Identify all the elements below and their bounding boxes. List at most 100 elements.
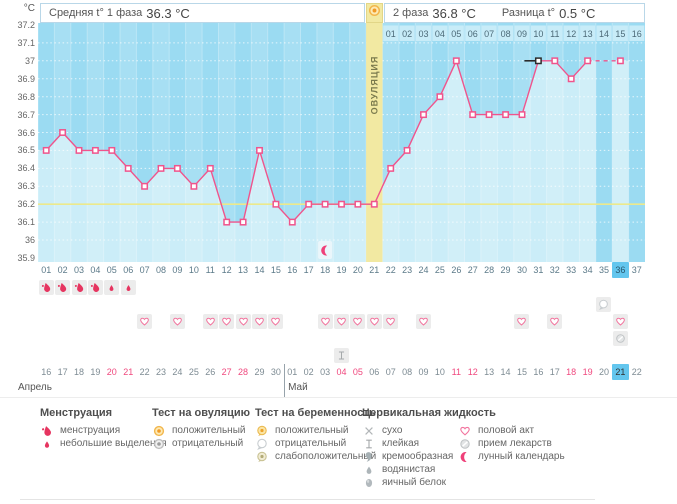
intercourse-row-day-11[interactable] [202,313,218,330]
date-cell-04[interactable]: 04 [336,367,347,377]
temp-point-day-26[interactable] [452,57,460,65]
temp-point-day-22[interactable] [387,164,395,172]
date-cell-06[interactable]: 06 [369,367,380,377]
cycle-day-19[interactable]: 19 [336,265,347,275]
cycle-day-35[interactable]: 35 [598,265,609,275]
cycle-day-06[interactable]: 06 [123,265,134,275]
cycle-day-10[interactable]: 10 [188,265,199,275]
date-cell-16[interactable]: 16 [533,367,544,377]
date-cell-28[interactable]: 28 [238,367,249,377]
menstruation-row-day-2[interactable] [54,279,71,296]
lunar-event-cell[interactable] [318,241,333,259]
menstruation-row-day-4[interactable] [87,279,103,296]
menstruation-row-day-5[interactable] [104,279,120,296]
date-cell-17[interactable]: 17 [549,367,560,377]
date-cell-11[interactable]: 11 [451,367,461,377]
date-cell-30[interactable]: 30 [270,367,281,377]
temp-point-day-18[interactable] [321,200,329,208]
menstruation-row-day-6[interactable] [120,279,136,296]
date-cell-10[interactable]: 10 [434,367,445,377]
date-cell-05[interactable]: 05 [352,367,363,377]
cycle-day-27[interactable]: 27 [467,265,478,275]
temp-point-day-13[interactable] [239,218,247,226]
medication-row-day-36[interactable] [612,330,628,347]
intercourse-row-day-32[interactable] [547,313,563,330]
pregnancy-test-row-day-35[interactable] [596,296,612,313]
date-cell-24[interactable]: 24 [172,367,183,377]
temp-point-day-10[interactable] [190,182,198,190]
cervical-fluid-row-day-19[interactable] [333,347,349,364]
date-cell-20[interactable]: 20 [106,367,117,377]
date-cell-19[interactable]: 19 [582,367,593,377]
cycle-day-13[interactable]: 13 [238,265,249,275]
intercourse-row-day-21[interactable] [366,313,382,330]
temp-point-day-32[interactable] [551,57,559,65]
temp-point-day-11[interactable] [206,164,214,172]
date-cell-21[interactable]: 21 [612,364,629,380]
temp-point-day-23[interactable] [403,146,411,154]
date-cell-21[interactable]: 21 [123,367,134,377]
temp-point-day-19[interactable] [338,200,345,208]
cycle-day-04[interactable]: 04 [90,265,101,275]
cycle-day-30[interactable]: 30 [516,265,527,275]
date-cell-12[interactable]: 12 [467,367,478,377]
temp-point-day-33[interactable] [567,75,575,83]
date-cell-08[interactable]: 08 [402,367,413,377]
temp-point-day-4[interactable] [91,146,99,154]
temp-point-day-27[interactable] [469,111,477,119]
cycle-day-08[interactable]: 08 [156,265,167,275]
temp-point-day-7[interactable] [141,182,149,190]
cycle-day-36[interactable]: 36 [612,262,629,278]
date-cell-27[interactable]: 27 [221,367,232,377]
intercourse-row-day-36[interactable] [612,313,628,330]
cycle-day-25[interactable]: 25 [434,265,445,275]
cycle-day-05[interactable]: 05 [106,265,117,275]
intercourse-row-day-30[interactable] [514,313,530,330]
date-cell-25[interactable]: 25 [188,367,199,377]
intercourse-row-day-14[interactable] [251,313,267,330]
cycle-day-09[interactable]: 09 [172,265,183,275]
cycle-day-12[interactable]: 12 [221,265,232,275]
cycle-day-01[interactable]: 01 [41,265,52,275]
cycle-day-34[interactable]: 34 [582,265,593,275]
cycle-day-16[interactable]: 16 [287,265,298,275]
cycle-day-20[interactable]: 20 [352,265,363,275]
intercourse-row-day-7[interactable] [136,313,153,330]
cycle-day-28[interactable]: 28 [484,265,495,275]
cycle-day-07[interactable]: 07 [139,265,150,275]
date-cell-14[interactable]: 14 [500,367,511,377]
date-cell-23[interactable]: 23 [156,367,167,377]
intercourse-row-day-22[interactable] [383,313,399,330]
temp-point-day-12[interactable] [223,218,231,226]
temp-point-day-24[interactable] [420,111,427,119]
temp-point-day-5[interactable] [108,146,116,154]
cycle-day-33[interactable]: 33 [566,265,577,275]
cycle-day-23[interactable]: 23 [402,265,413,275]
cycle-day-31[interactable]: 31 [533,265,544,275]
temp-point-day-29[interactable] [502,111,510,119]
temp-point-day-31[interactable] [534,57,542,65]
cycle-day-17[interactable]: 17 [303,265,314,275]
date-cell-22[interactable]: 22 [139,367,150,377]
date-cell-18[interactable]: 18 [73,367,84,377]
intercourse-row-day-18[interactable] [317,313,333,330]
cycle-day-11[interactable]: 11 [205,265,215,275]
cycle-day-03[interactable]: 03 [73,265,84,275]
temp-point-day-28[interactable] [485,111,493,119]
temp-point-day-6[interactable] [124,164,132,172]
date-cell-01[interactable]: 01 [287,367,298,377]
cycle-day-14[interactable]: 14 [254,265,265,275]
temp-point-day-25[interactable] [436,93,444,101]
date-cell-26[interactable]: 26 [205,367,216,377]
cycle-day-26[interactable]: 26 [451,265,462,275]
menstruation-row-day-1[interactable] [38,279,54,296]
date-cell-07[interactable]: 07 [385,367,396,377]
cycle-day-21[interactable]: 21 [369,265,380,275]
intercourse-row-day-13[interactable] [235,313,251,330]
temp-point-day-15[interactable] [272,200,280,208]
intercourse-row-day-15[interactable] [268,313,284,330]
date-cell-09[interactable]: 09 [418,367,429,377]
cycle-day-24[interactable]: 24 [418,265,429,275]
intercourse-row-day-19[interactable] [333,313,349,330]
temp-point-day-1[interactable] [42,146,50,154]
